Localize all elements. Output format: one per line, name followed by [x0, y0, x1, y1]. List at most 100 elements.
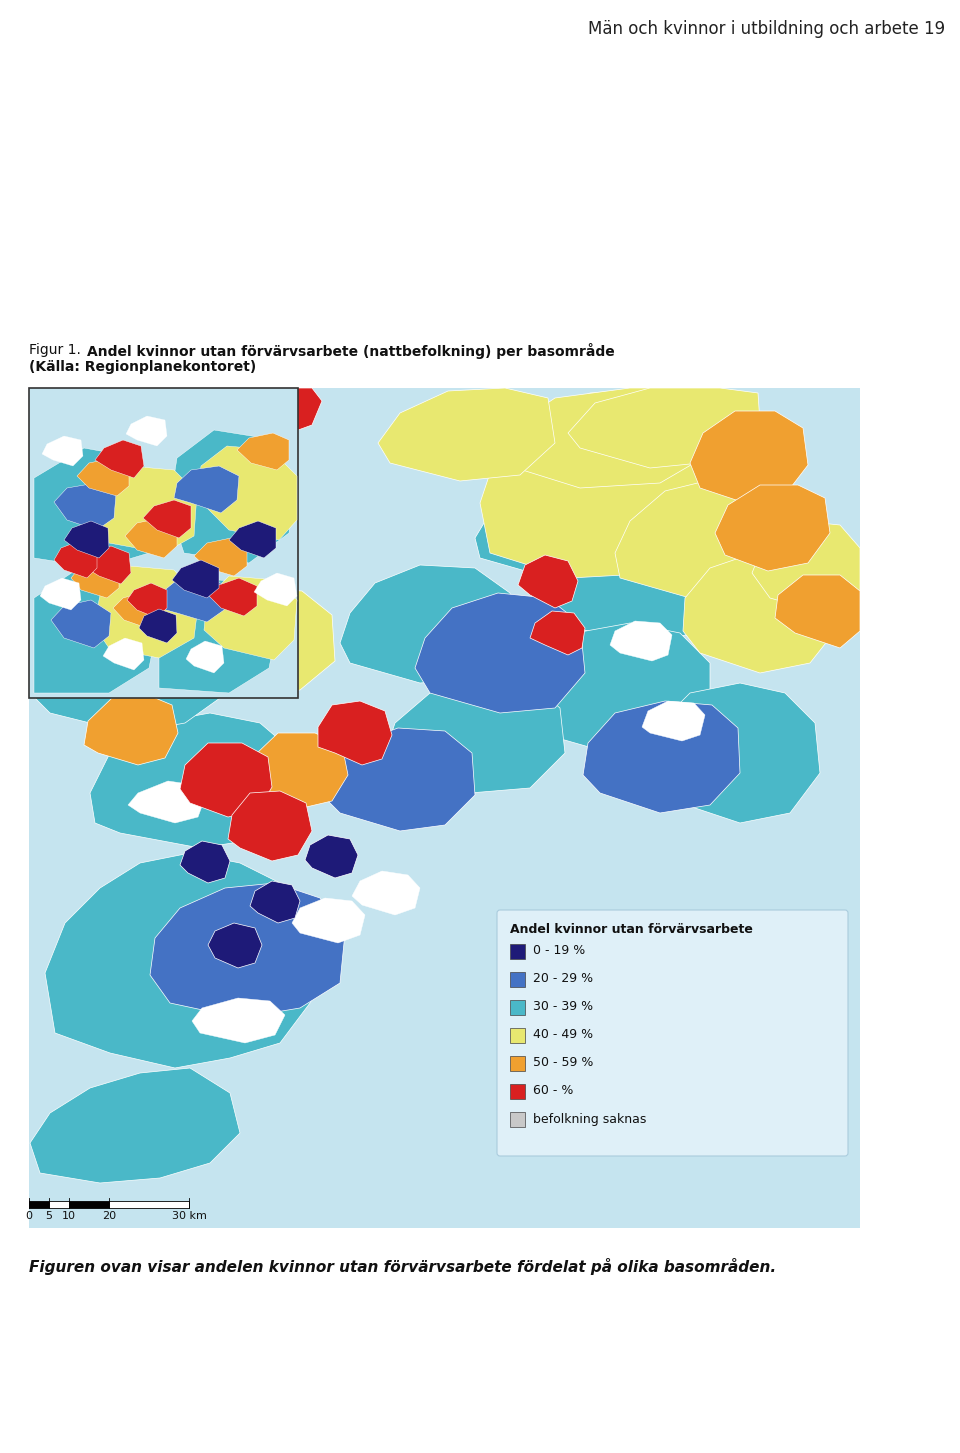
Polygon shape [775, 575, 860, 648]
Polygon shape [77, 458, 129, 495]
Polygon shape [30, 1068, 240, 1183]
Polygon shape [197, 446, 297, 541]
Text: Andel kvinnor utan förvärvsarbete (nattbefolkning) per basområde: Andel kvinnor utan förvärvsarbete (nattb… [87, 343, 614, 359]
Text: 10: 10 [62, 1210, 76, 1221]
Polygon shape [54, 482, 116, 530]
Polygon shape [35, 613, 220, 732]
Polygon shape [83, 546, 131, 584]
Polygon shape [650, 683, 820, 822]
Text: Figur 1.: Figur 1. [29, 343, 81, 357]
Polygon shape [125, 519, 177, 558]
Bar [510, 944, 525, 959]
Bar [510, 1084, 525, 1098]
Polygon shape [113, 591, 159, 628]
Polygon shape [34, 568, 159, 693]
Bar [109, 1202, 189, 1207]
Polygon shape [34, 448, 169, 568]
FancyBboxPatch shape [497, 910, 848, 1157]
Polygon shape [97, 466, 197, 554]
Polygon shape [30, 493, 220, 618]
Text: befolkning saknas: befolkning saknas [533, 1113, 646, 1126]
Polygon shape [340, 565, 515, 683]
Polygon shape [169, 430, 294, 562]
Text: 0: 0 [26, 1210, 33, 1221]
Polygon shape [254, 572, 297, 606]
Polygon shape [128, 782, 205, 822]
Bar [510, 1000, 525, 1016]
Polygon shape [94, 567, 199, 658]
Polygon shape [615, 478, 800, 599]
Polygon shape [90, 713, 300, 849]
Polygon shape [530, 612, 585, 655]
Polygon shape [172, 559, 219, 599]
Polygon shape [642, 700, 705, 741]
Text: Figuren ovan visar andelen kvinnor utan förvärvsarbete fördelat på olika basområ: Figuren ovan visar andelen kvinnor utan … [29, 1258, 776, 1274]
Polygon shape [500, 388, 730, 488]
Polygon shape [174, 466, 239, 513]
Polygon shape [180, 742, 272, 817]
Polygon shape [65, 519, 230, 628]
Text: 50 - 59 %: 50 - 59 % [533, 1056, 593, 1069]
Polygon shape [194, 538, 247, 575]
Polygon shape [54, 541, 97, 578]
Polygon shape [415, 593, 585, 713]
Text: Män och kvinnor i utbildning och arbete 19: Män och kvinnor i utbildning och arbete … [588, 20, 945, 38]
Polygon shape [30, 392, 230, 503]
Text: 0 - 19 %: 0 - 19 % [533, 944, 586, 958]
Polygon shape [139, 609, 177, 644]
Polygon shape [228, 790, 312, 862]
Polygon shape [530, 623, 710, 753]
Bar [510, 1112, 525, 1128]
Polygon shape [204, 575, 297, 660]
Polygon shape [186, 641, 224, 673]
Polygon shape [192, 388, 260, 423]
Text: Andel kvinnor utan förvärvsarbete: Andel kvinnor utan förvärvsarbete [510, 923, 753, 936]
Polygon shape [42, 436, 83, 466]
Text: 40 - 49 %: 40 - 49 % [533, 1029, 593, 1042]
Bar [49, 1202, 69, 1207]
Polygon shape [545, 482, 745, 644]
Bar [29, 388, 298, 697]
Text: 20 - 29 %: 20 - 29 % [533, 972, 593, 985]
Polygon shape [583, 700, 740, 814]
Polygon shape [143, 500, 191, 538]
Bar [69, 1202, 109, 1207]
Polygon shape [568, 388, 760, 468]
Polygon shape [385, 679, 565, 793]
Text: 5: 5 [45, 1210, 53, 1221]
Polygon shape [95, 440, 144, 478]
Polygon shape [292, 898, 365, 943]
Polygon shape [208, 923, 262, 968]
Polygon shape [103, 638, 144, 670]
Polygon shape [250, 732, 348, 808]
Polygon shape [159, 575, 226, 622]
Polygon shape [475, 464, 650, 578]
Polygon shape [237, 433, 289, 469]
Polygon shape [45, 853, 330, 1068]
Polygon shape [683, 551, 840, 673]
Polygon shape [229, 522, 276, 558]
Text: 20: 20 [102, 1210, 116, 1221]
Polygon shape [250, 388, 322, 433]
Polygon shape [378, 388, 555, 481]
Polygon shape [715, 485, 830, 571]
Polygon shape [40, 578, 81, 610]
Bar [29, 388, 860, 1228]
Polygon shape [84, 695, 178, 764]
Polygon shape [480, 388, 760, 578]
Polygon shape [610, 620, 672, 661]
Polygon shape [250, 881, 300, 923]
Text: (Källa: Regionplanekontoret): (Källa: Regionplanekontoret) [29, 360, 256, 373]
Bar [510, 1056, 525, 1071]
Polygon shape [71, 559, 119, 599]
Polygon shape [318, 700, 392, 764]
Polygon shape [148, 453, 290, 548]
Polygon shape [105, 443, 215, 522]
Text: 30 - 39 %: 30 - 39 % [533, 1001, 593, 1014]
Polygon shape [126, 416, 167, 446]
Bar [29, 1202, 49, 1207]
Bar [510, 1029, 525, 1043]
Polygon shape [352, 870, 420, 915]
Polygon shape [180, 841, 230, 883]
Text: 60 - %: 60 - % [533, 1084, 573, 1097]
